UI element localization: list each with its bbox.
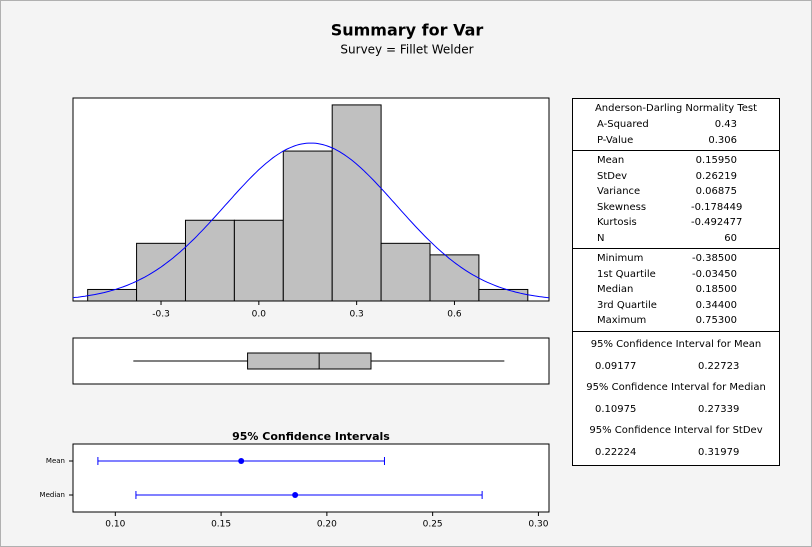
stats-row: StDev 0.26219	[573, 169, 779, 185]
x-tick-label: -0.3	[152, 310, 170, 320]
interval-row: 0.22224 0.31979	[573, 442, 779, 463]
x-tick-label: 0.3	[349, 310, 363, 320]
x-tick-label: 0.10	[105, 520, 125, 530]
interval-value: 0.09177	[595, 360, 637, 372]
stat-value: 60	[724, 232, 737, 244]
stats-row: N 60	[573, 231, 779, 247]
stat-value: 0.43	[714, 119, 737, 130]
bar	[282, 150, 333, 302]
x-tick-label: 0.20	[317, 520, 337, 530]
point	[238, 458, 245, 464]
interval-row: 0.09177 0.22723	[573, 356, 779, 377]
stats-section: Anderson-Darling Normality Test A-Squared…	[573, 99, 779, 150]
stat-value: 0.26219	[695, 170, 737, 182]
interval-title: 95% Confidence Interval for Median	[573, 377, 779, 399]
stat-label: StDev	[597, 170, 628, 182]
interval-title-text: 95% Confidence Interval for StDev	[589, 424, 763, 436]
section-title: Anderson-Darling Normality Test	[573, 101, 779, 117]
bar	[331, 104, 382, 302]
stat-value: -0.38500	[692, 253, 737, 264]
section-title-text: Anderson-Darling Normality Test	[594, 103, 758, 114]
box	[247, 352, 372, 370]
stat-value: 0.18500	[695, 284, 737, 295]
interval-row: 0.10975 0.27339	[573, 399, 779, 420]
stat-label: Maximum	[597, 315, 647, 326]
y-tick-label: Mean	[46, 457, 65, 465]
stat-label: N	[597, 232, 605, 244]
stat-label: Variance	[597, 186, 641, 197]
interval-value: 0.22224	[595, 446, 637, 458]
stats-row: Mean 0.15950	[573, 153, 779, 169]
x-tick-label: 0.30	[528, 520, 548, 530]
stats-row: Variance 0.06875	[573, 184, 779, 200]
chart-title: 95% Confidence Intervals	[232, 430, 390, 443]
x-tick-label: 0.15	[211, 520, 231, 530]
stat-label: A-Squared	[597, 119, 649, 130]
bar	[233, 219, 284, 302]
stats-section: Minimum -0.38500 1st Quartile -0.03450 Media…	[573, 248, 779, 331]
interval-title: 95% Confidence Interval for StDev	[573, 420, 779, 442]
stat-value: 0.34400	[695, 299, 737, 311]
stat-value: 0.75300	[695, 315, 737, 326]
interval-value: 0.31979	[698, 446, 740, 458]
stat-value: -0.178449	[691, 201, 743, 213]
interval-title: 95% Confidence Interval for Mean	[573, 334, 779, 356]
stats-section: 95% Confidence Interval for Mean 0.09177 0…	[573, 330, 779, 465]
stats-row: Kurtosis -0.492477	[573, 215, 779, 231]
title: Summary for Var	[331, 21, 484, 40]
normal-curve	[72, 142, 550, 299]
stat-label: Median	[597, 284, 634, 295]
bar	[136, 242, 186, 302]
bar	[429, 254, 480, 302]
stat-value: 0.15950	[695, 155, 737, 166]
bar	[184, 219, 235, 302]
stat-label: 3rd Quartile	[597, 299, 657, 311]
stats-row: Maximum 0.75300	[573, 313, 779, 329]
x-tick-label: 0.0	[252, 310, 267, 320]
x-tick-label: 0.6	[447, 310, 462, 320]
interval-title-text: 95% Confidence Interval for Mean	[590, 338, 762, 350]
stat-label: Minimum	[597, 253, 644, 264]
stats-section: Mean 0.15950 StDev 0.26219 Variance 0.06875 Sk…	[573, 150, 779, 248]
y-tick-label: Median	[40, 491, 65, 499]
stat-value: -0.492477	[691, 217, 743, 228]
stat-label: P-Value	[597, 134, 634, 146]
stats-table: Anderson-Darling Normality Test A-Squared…	[572, 98, 780, 466]
stat-value: -0.03450	[692, 268, 737, 280]
stats-row: Skewness -0.178449	[573, 200, 779, 216]
interval-title-text: 95% Confidence Interval for Median	[586, 381, 766, 393]
x-tick-label: 0.25	[423, 520, 443, 530]
stat-value: 0.06875	[695, 186, 737, 197]
interval-value: 0.22723	[698, 360, 740, 372]
stat-label: 1st Quartile	[597, 268, 656, 280]
stats-row: P-Value 0.306	[573, 133, 779, 149]
interval-value: 0.27339	[698, 403, 740, 415]
plot-frame	[72, 443, 550, 513]
interval-value: 0.10975	[595, 403, 637, 415]
stat-value: 0.306	[708, 134, 737, 146]
bar	[380, 242, 431, 302]
bar	[478, 288, 529, 302]
stats-row: A-Squared 0.43	[573, 117, 779, 133]
stat-label: Mean	[597, 155, 625, 166]
subtitle: Survey = Fillet Welder	[340, 43, 473, 57]
stats-row: Minimum -0.38500	[573, 251, 779, 267]
stats-row: 3rd Quartile 0.34400	[573, 298, 779, 314]
stat-label: Kurtosis	[597, 217, 637, 228]
stats-row: Median 0.18500	[573, 282, 779, 298]
point	[292, 492, 299, 498]
bar	[87, 288, 138, 302]
stat-label: Skewness	[597, 201, 647, 213]
stats-row: 1st Quartile -0.03450	[573, 267, 779, 283]
